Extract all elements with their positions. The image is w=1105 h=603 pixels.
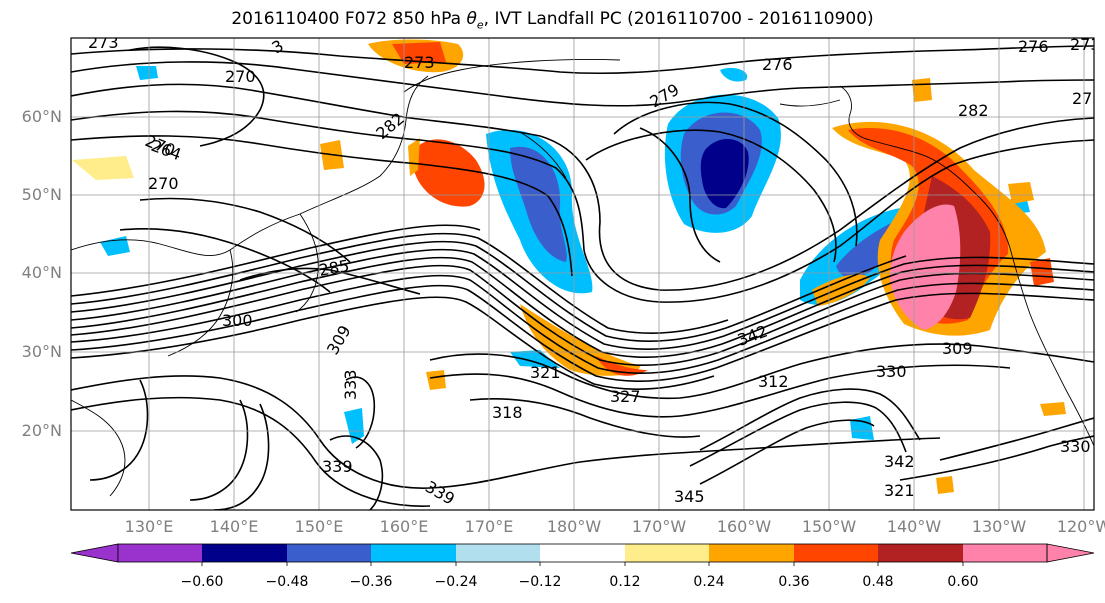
lon-label-160w: 160°W bbox=[716, 517, 772, 536]
colorbar-bin-9 bbox=[794, 544, 878, 562]
positive-anomaly-kamchatka bbox=[414, 139, 485, 207]
positive-small-c bbox=[1040, 402, 1066, 416]
lon-label-130e: 130°E bbox=[124, 517, 174, 536]
lon-label-160e: 160°E bbox=[379, 517, 429, 536]
positive-anomaly-jet-core bbox=[596, 356, 648, 376]
colorbar-tick-036: 0.36 bbox=[778, 574, 810, 590]
positive-small-g bbox=[936, 476, 954, 494]
lat-label-40n: 40°N bbox=[21, 263, 62, 282]
contour-label: 273 bbox=[1070, 35, 1101, 54]
negative-small-g bbox=[850, 416, 874, 440]
contour-label: 330 bbox=[1060, 437, 1091, 456]
lon-label-170e: 170°E bbox=[464, 517, 514, 536]
contour-label: 333 bbox=[341, 369, 360, 400]
lat-label-60n: 60°N bbox=[21, 107, 62, 126]
contour-label: 312 bbox=[758, 372, 789, 391]
lat-lon-grid bbox=[71, 38, 1094, 510]
coastlines bbox=[71, 59, 1094, 497]
positive-small-h bbox=[912, 78, 932, 102]
positive-small-b bbox=[426, 370, 446, 390]
map-title: 2016110400 F072 850 hPa θe, IVT Landfall… bbox=[231, 9, 874, 32]
positive-small-d bbox=[72, 156, 134, 180]
negative-small-a bbox=[720, 67, 748, 82]
colorbar-tick-neg012: −0.12 bbox=[518, 574, 562, 590]
negative-small-c bbox=[344, 408, 364, 444]
contour-label: 327 bbox=[610, 387, 641, 406]
colorbar-bin-7 bbox=[625, 544, 709, 562]
positive-anomaly-jet bbox=[520, 304, 640, 376]
colorbar-bin-11 bbox=[963, 544, 1047, 562]
colorbar-tick-048: 0.48 bbox=[862, 574, 894, 590]
colorbar-bin-10 bbox=[878, 544, 963, 562]
lon-label-180w: 180°W bbox=[546, 517, 602, 536]
contour-label: 273 bbox=[404, 53, 435, 72]
contour-label: 321 bbox=[530, 363, 561, 382]
positive-anomaly-north-core bbox=[392, 42, 446, 64]
lon-label-170w: 170°W bbox=[631, 517, 687, 536]
contour-label: 270 bbox=[148, 174, 179, 193]
map-panel: 2732732703270264270282276279276273282279… bbox=[70, 33, 1103, 511]
contour-label: 282 bbox=[958, 101, 989, 120]
lon-label-150w: 150°W bbox=[801, 517, 857, 536]
colorbar-tick-neg060: −0.60 bbox=[180, 574, 224, 590]
contour-label: 276 bbox=[1018, 37, 1049, 56]
contour-label: 279 bbox=[1072, 89, 1103, 108]
colorbar-tick-060: 0.60 bbox=[947, 574, 979, 590]
colorbar-tick-012: 0.12 bbox=[609, 574, 641, 590]
lon-label-140w: 140°W bbox=[886, 517, 942, 536]
contour-label: 309 bbox=[942, 339, 973, 358]
contour-label: 339 bbox=[322, 457, 353, 476]
contour-label: 321 bbox=[884, 481, 915, 500]
colorbar-bin-8 bbox=[709, 544, 794, 562]
positive-small-f bbox=[1030, 258, 1054, 286]
colorbar-bin-1 bbox=[118, 544, 202, 562]
contour-label: 270 bbox=[225, 67, 256, 86]
colorbar-tick-neg036: −0.36 bbox=[349, 574, 393, 590]
negative-anomaly-central-core bbox=[700, 138, 749, 209]
positive-anomaly-kamchatka-edge bbox=[408, 138, 420, 176]
contour-label: 342 bbox=[884, 452, 915, 471]
colorbar-bin-2 bbox=[202, 544, 287, 562]
lat-label-30n: 30°N bbox=[21, 342, 62, 361]
colorbar-bin-3 bbox=[287, 544, 371, 562]
theta-e-contours bbox=[71, 45, 1094, 510]
lon-label-130w: 130°W bbox=[971, 517, 1027, 536]
colorbar-tick-neg048: −0.48 bbox=[265, 574, 309, 590]
colorbar-tick-024: 0.24 bbox=[693, 574, 725, 590]
colorbar-bin-4 bbox=[371, 544, 456, 562]
positive-small-e bbox=[1008, 182, 1034, 204]
contour-label: 330 bbox=[876, 362, 907, 381]
colorbar-min-extend bbox=[70, 543, 119, 563]
colorbar-tick-neg024: −0.24 bbox=[434, 574, 478, 590]
contour-label: 300 bbox=[222, 311, 253, 330]
negative-small-b bbox=[136, 66, 158, 80]
contour-label: 273 bbox=[88, 33, 119, 52]
lon-label-150e: 150°E bbox=[294, 517, 344, 536]
contour-label: 345 bbox=[674, 487, 705, 506]
colorbar-bin-5 bbox=[456, 544, 540, 562]
lon-label-120w: 120°W bbox=[1056, 517, 1105, 536]
lat-label-50n: 50°N bbox=[21, 185, 62, 204]
colorbar-bin-6 bbox=[540, 544, 625, 562]
contour-label: 276 bbox=[762, 55, 793, 74]
lon-label-140e: 140°E bbox=[209, 517, 259, 536]
negative-anomaly-west-core bbox=[510, 146, 567, 262]
colorbar-max-extend bbox=[1046, 543, 1095, 563]
contour-label: 318 bbox=[492, 403, 523, 422]
lat-label-20n: 20°N bbox=[21, 421, 62, 440]
negative-small-d bbox=[510, 350, 560, 368]
